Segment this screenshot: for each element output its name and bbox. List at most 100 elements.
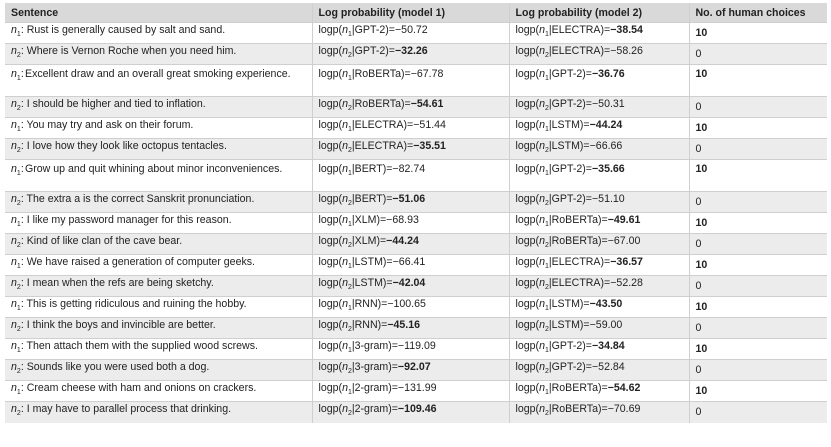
human-choices-value: 0: [695, 321, 702, 334]
human-choices-value: 0: [695, 363, 702, 376]
header-model2: Log probability (model 2): [508, 3, 689, 23]
model1-logprob-cell: logp(n1|BERT)=−82.74: [311, 159, 509, 192]
human-choices-value: 0: [695, 100, 702, 113]
model1-name: ELECTRA: [354, 140, 404, 153]
table-row: n2: Sounds like you were used both a dog…: [5, 359, 827, 381]
model1-value: −35.51: [413, 140, 446, 153]
results-table: Sentence Log probability (model 1) Log p…: [5, 3, 827, 423]
model2-logprob-cell: logp(n2|GPT-2)=−50.31: [508, 96, 689, 118]
table-row: n1: Rust is generally caused by salt and…: [5, 22, 827, 44]
model2-name: GPT-2: [551, 361, 583, 374]
model2-value: −66.66: [589, 140, 623, 153]
sentence-text: I love how they look like octopus tentac…: [26, 140, 227, 153]
human-choices-cell: 0: [688, 96, 827, 118]
model2-logprob-cell: logp(n1|LSTM)=−44.24: [508, 117, 689, 139]
sentence-cell: n1: Cream cheese with ham and onions on …: [5, 380, 312, 402]
model1-logprob-cell: logp(n1|GPT-2)=−50.72: [311, 22, 509, 44]
model1-logprob-cell: logp(n2|BERT)=−51.06: [311, 191, 509, 213]
human-choices-cell: 10: [688, 296, 827, 318]
human-choices-cell: 10: [688, 22, 827, 44]
model1-name: LSTM: [354, 277, 383, 290]
sentence-cell: n2: Kind of like clan of the cave bear.: [5, 233, 312, 255]
model2-name: LSTM: [551, 298, 580, 311]
sentence-text: I may have to parallel process that drin…: [26, 403, 232, 416]
human-choices-value: 0: [695, 406, 702, 418]
human-choices-cell: 10: [688, 159, 827, 192]
table-row: n2: I mean when the refs are being sketc…: [5, 275, 827, 297]
model2-value: −36.57: [610, 256, 643, 269]
model1-value: −92.07: [397, 361, 431, 374]
sentence-text: Grow up and quit whining about minor inc…: [25, 163, 283, 175]
sentence-cell: n1: We have raised a generation of compu…: [5, 254, 312, 276]
model1-logprob-cell: logp(n2|ELECTRA)=−35.51: [311, 138, 509, 160]
model1-name: 3-gram: [354, 340, 389, 353]
human-choices-cell: 10: [688, 254, 827, 276]
model2-value: −52.28: [610, 277, 643, 290]
model2-value: −51.10: [591, 193, 625, 206]
model1-logprob-cell: logp(n2|XLM)=−44.24: [311, 233, 509, 255]
model2-logprob-cell: logp(n1|LSTM)=−43.50: [508, 296, 689, 318]
human-choices-value: 10: [695, 342, 708, 355]
sentence-text: I like my password manager for this reas…: [26, 214, 232, 227]
sentence-cell: n1: I like my password manager for this …: [5, 212, 312, 234]
sentence-text: Cream cheese with ham and onions on crac…: [26, 382, 257, 395]
table-header-row: Sentence Log probability (model 1) Log p…: [5, 3, 827, 23]
model2-name: RoBERTa: [551, 235, 598, 248]
model2-value: −54.62: [607, 382, 641, 395]
model2-logprob-cell: logp(n1|RoBERTa)=−49.61: [508, 212, 689, 234]
sentence-cell: n2: Sounds like you were used both a dog…: [5, 359, 312, 381]
sentence-index: n2:: [11, 277, 27, 292]
human-choices-cell: 10: [688, 117, 827, 139]
model1-name: XLM: [354, 235, 377, 248]
model2-logprob-cell: logp(n1|ELECTRA)=−36.57: [508, 254, 689, 276]
sentence-index: n2:: [11, 319, 27, 334]
model2-name: LSTM: [551, 140, 580, 153]
sentence-cell: n1: You may try and ask on their forum.: [5, 117, 312, 139]
model1-value: −54.61: [410, 98, 444, 111]
model2-value: −67.00: [607, 235, 641, 248]
human-choices-cell: 10: [688, 64, 827, 97]
human-choices-value: 10: [695, 300, 708, 313]
model1-name: ELECTRA: [354, 119, 404, 132]
table-row: n1: Grow up and quit whining about minor…: [5, 159, 827, 192]
sentence-cell: n1: Grow up and quit whining about minor…: [5, 159, 312, 192]
model2-name: RoBERTa: [551, 382, 598, 395]
model2-name: ELECTRA: [551, 45, 601, 58]
header-human-choices: No. of human choices: [688, 3, 827, 23]
model1-logprob-cell: logp(n2|RNN)=−45.16: [311, 317, 509, 339]
human-choices-cell: 10: [688, 338, 827, 360]
human-choices-value: 0: [695, 195, 702, 208]
model1-value: −51.06: [392, 193, 426, 206]
table-row: n1: This is getting ridiculous and ruini…: [5, 296, 827, 318]
model2-name: GPT-2: [551, 163, 583, 175]
model2-logprob-cell: logp(n2|LSTM)=−59.00: [508, 317, 689, 339]
sentence-cell: n2: I may have to parallel process that …: [5, 401, 312, 423]
model1-value: −109.46: [397, 403, 437, 416]
model2-value: −52.84: [591, 361, 625, 374]
sentence-text: I should be higher and tied to inflation…: [26, 98, 206, 111]
human-choices-cell: 0: [688, 275, 827, 297]
sentence-text: Sounds like you were used both a dog.: [26, 361, 210, 374]
sentence-cell: n2: Where is Vernon Roche when you need …: [5, 43, 312, 65]
table-row: n1: I like my password manager for this …: [5, 212, 827, 234]
table-row: n2: I think the boys and invincible are …: [5, 317, 827, 339]
table-row: n1: Then attach them with the supplied w…: [5, 338, 827, 360]
model1-value: −100.65: [387, 298, 426, 311]
model1-logprob-cell: logp(n2|3-gram)=−92.07: [311, 359, 509, 381]
model2-name: ELECTRA: [551, 256, 601, 269]
sentence-index: n1:: [11, 298, 27, 313]
human-choices-value: 10: [695, 384, 708, 397]
sentence-text: Rust is generally caused by salt and san…: [26, 24, 226, 37]
sentence-index: n2:: [11, 193, 27, 208]
model2-logprob-cell: logp(n2|GPT-2)=−51.10: [508, 191, 689, 213]
model1-logprob-cell: logp(n1|ELECTRA)=−51.44: [311, 117, 509, 139]
model2-value: −44.24: [589, 119, 623, 132]
human-choices-cell: 0: [688, 138, 827, 160]
sentence-index: n1:: [11, 163, 24, 178]
human-choices-cell: 0: [688, 359, 827, 381]
model1-name: RoBERTa: [354, 68, 401, 80]
sentence-cell: n2: The extra a is the correct Sanskrit …: [5, 191, 312, 213]
sentence-index: n2:: [11, 140, 27, 155]
model2-name: LSTM: [551, 119, 580, 132]
model2-logprob-cell: logp(n2|RoBERTa)=−70.69: [508, 401, 689, 423]
